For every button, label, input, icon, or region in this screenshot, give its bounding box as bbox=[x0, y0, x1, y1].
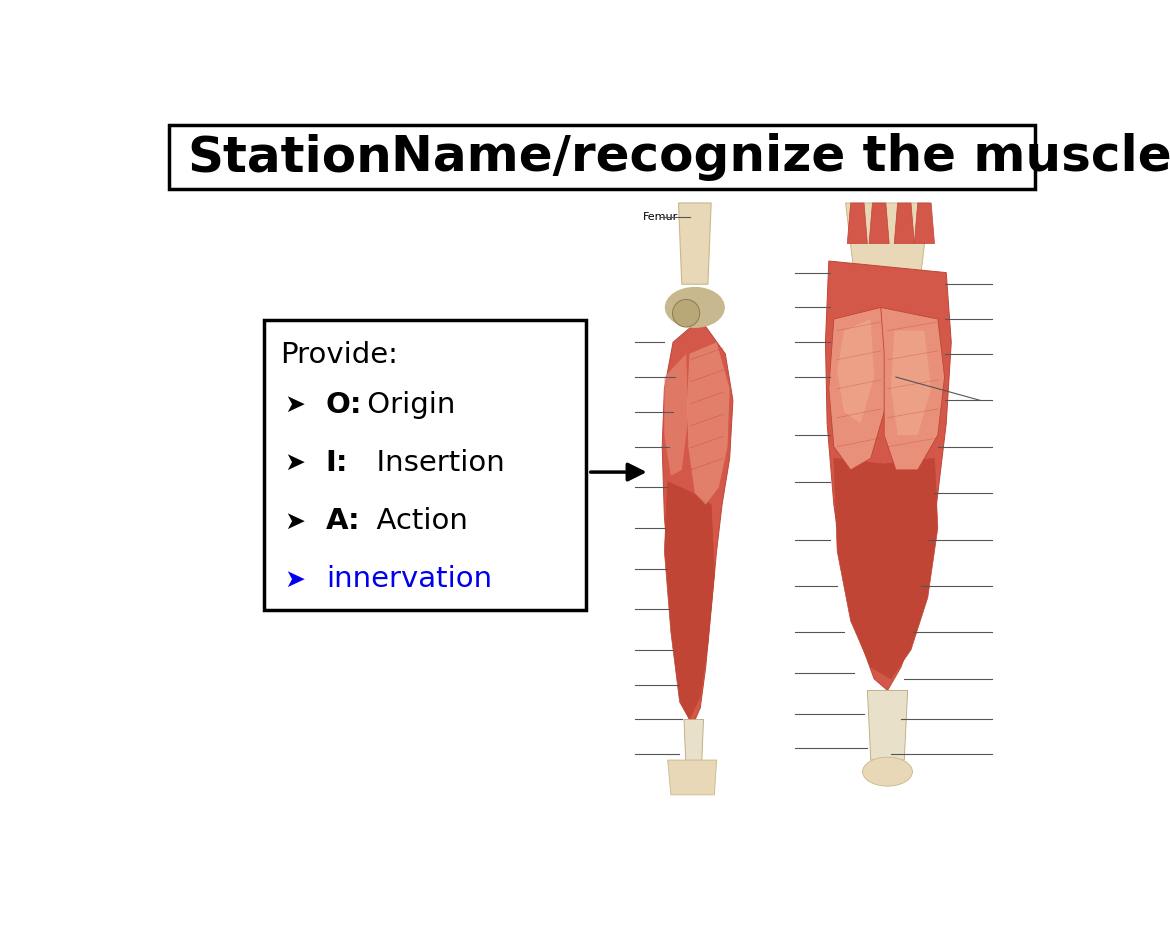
Polygon shape bbox=[834, 459, 938, 679]
Text: ➤: ➤ bbox=[284, 567, 305, 592]
Ellipse shape bbox=[673, 300, 700, 327]
Polygon shape bbox=[894, 203, 915, 244]
FancyBboxPatch shape bbox=[168, 125, 1034, 189]
Polygon shape bbox=[890, 331, 931, 435]
Polygon shape bbox=[869, 203, 889, 244]
Text: innervation: innervation bbox=[325, 565, 491, 593]
Text: Provide:: Provide: bbox=[281, 341, 398, 368]
Polygon shape bbox=[828, 307, 888, 470]
Text: Action: Action bbox=[358, 508, 468, 535]
Text: Name/recognize the muscle: Name/recognize the muscle bbox=[391, 133, 1170, 181]
FancyBboxPatch shape bbox=[264, 319, 586, 609]
Polygon shape bbox=[679, 203, 711, 284]
Ellipse shape bbox=[666, 287, 724, 328]
Text: ➤: ➤ bbox=[284, 394, 305, 417]
Polygon shape bbox=[665, 481, 715, 720]
Polygon shape bbox=[665, 354, 688, 476]
Text: ➤: ➤ bbox=[284, 510, 305, 533]
Polygon shape bbox=[847, 203, 867, 244]
Polygon shape bbox=[915, 203, 935, 244]
Ellipse shape bbox=[862, 757, 913, 787]
Polygon shape bbox=[684, 720, 703, 771]
Polygon shape bbox=[826, 261, 951, 690]
Polygon shape bbox=[881, 307, 944, 470]
Text: Station: Station bbox=[187, 133, 392, 181]
Text: ➤: ➤ bbox=[284, 451, 305, 476]
Text: Insertion: Insertion bbox=[358, 449, 505, 478]
Polygon shape bbox=[668, 760, 716, 795]
Text: Origin: Origin bbox=[358, 391, 456, 419]
Polygon shape bbox=[846, 203, 929, 272]
Text: O:: O: bbox=[325, 391, 363, 419]
Text: Femur: Femur bbox=[644, 213, 679, 222]
Polygon shape bbox=[687, 342, 730, 505]
Polygon shape bbox=[867, 690, 908, 760]
Text: I:: I: bbox=[325, 449, 349, 478]
Polygon shape bbox=[838, 319, 874, 424]
Text: A:: A: bbox=[325, 508, 360, 535]
Polygon shape bbox=[662, 319, 732, 725]
